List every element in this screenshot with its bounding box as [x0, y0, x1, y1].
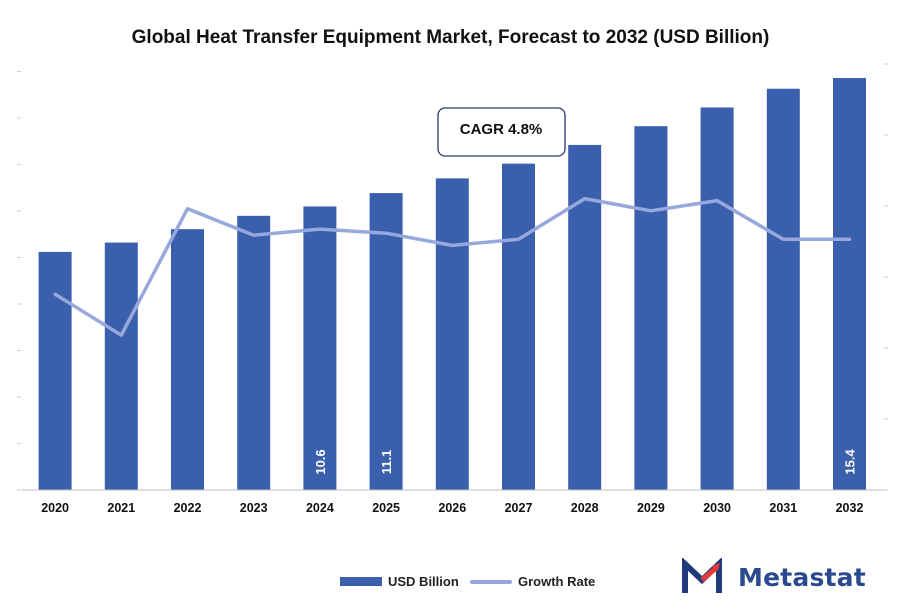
bar-2027	[502, 163, 535, 490]
bar-2024	[303, 206, 337, 490]
x-tick-label-2028: 2028	[571, 501, 599, 515]
brand-name: Metastat	[738, 562, 866, 592]
bar-data-labels: 10.6 11.1 15.4	[313, 449, 858, 475]
x-tick-label-2027: 2027	[505, 501, 533, 515]
x-tick-label-2026: 2026	[438, 501, 466, 515]
bar-2026	[435, 178, 469, 491]
bar-2028	[568, 144, 602, 491]
x-tick-label-2020: 2020	[41, 501, 69, 515]
legend-label-bars: USD Billion	[388, 574, 459, 589]
metastat-logo-icon	[682, 558, 722, 593]
bar-2020	[38, 251, 72, 490]
legend-label-line: Growth Rate	[518, 574, 596, 589]
bar-2022	[171, 229, 204, 490]
x-tick-label-2022: 2022	[174, 501, 202, 515]
cagr-callout-box	[437, 107, 566, 157]
growth-rate-line	[53, 196, 852, 337]
legend-item-bars: USD Billion	[340, 574, 459, 589]
bar-2023	[237, 215, 271, 490]
bar-data-label-2024: 10.6	[313, 449, 328, 474]
x-tick-labels: 2020 2021 2022 2023 2024 2025 2026 2027 2028 2029…	[41, 501, 863, 515]
cagr-callout: CAGR 4.8%	[437, 107, 566, 157]
bar-data-label-2025: 11.1	[379, 450, 394, 475]
bar-2021	[104, 242, 138, 490]
x-tick-label-2030: 2030	[703, 501, 731, 515]
x-tick-label-2032: 2032	[836, 501, 864, 515]
x-tick-label-2025: 2025	[372, 501, 400, 515]
x-tick-label-2029: 2029	[637, 501, 665, 515]
bar-series	[38, 78, 866, 491]
x-tick-label-2023: 2023	[240, 501, 268, 515]
legend-swatch-line	[470, 579, 512, 584]
bar-2025	[369, 193, 403, 490]
left-axis-ticks	[17, 71, 21, 491]
legend-swatch-bars	[340, 577, 382, 586]
bar-2030	[700, 107, 734, 490]
cagr-callout-text: CAGR 4.8%	[460, 121, 543, 138]
x-tick-label-2021: 2021	[107, 501, 135, 515]
brand-logo: Metastat	[682, 557, 866, 597]
bar-data-label-2032: 15.4	[843, 449, 858, 475]
bar-2031	[766, 88, 800, 490]
chart-title: Global Heat Transfer Equipment Market, F…	[131, 27, 770, 48]
legend-item-line: Growth Rate	[470, 574, 595, 589]
bar-2032	[833, 78, 866, 491]
x-tick-label-2024: 2024	[306, 501, 334, 515]
growth-rate-series	[53, 196, 852, 337]
bar-2029	[634, 126, 668, 490]
right-axis-ticks	[884, 63, 888, 491]
x-tick-label-2031: 2031	[769, 501, 797, 515]
